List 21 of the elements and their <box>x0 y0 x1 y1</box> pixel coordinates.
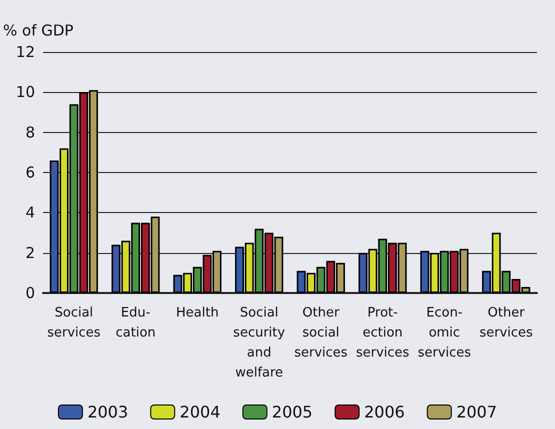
x-tick-label: Social security and welfare <box>233 306 286 380</box>
y-axis-title: % of GDP <box>3 22 74 40</box>
x-tick-label: Health <box>176 306 219 320</box>
x-tick-label: Prot- ection services <box>356 306 410 360</box>
legend-label: 2007 <box>456 402 498 422</box>
y-tick-label: 12 <box>16 43 35 61</box>
x-tick-label: Other social services <box>294 306 348 360</box>
x-tick-label: Edu- cation <box>116 306 156 340</box>
legend-label: 2005 <box>272 402 313 422</box>
y-tick-label: 8 <box>25 123 35 142</box>
y-tick-label: 4 <box>25 204 35 222</box>
x-tick-label: Econ- omic services <box>418 306 472 360</box>
legend-label: 2006 <box>364 402 405 422</box>
x-tick-label: Social services <box>47 306 101 340</box>
legend-label: 2003 <box>87 402 128 422</box>
y-tick-label: 0 <box>25 284 35 302</box>
y-tick-label: 10 <box>16 83 35 102</box>
legend-label: 2004 <box>180 402 220 422</box>
y-tick-label: 2 <box>25 244 35 262</box>
x-tick-label: Other services <box>479 306 534 340</box>
y-tick-label: 6 <box>25 164 35 182</box>
